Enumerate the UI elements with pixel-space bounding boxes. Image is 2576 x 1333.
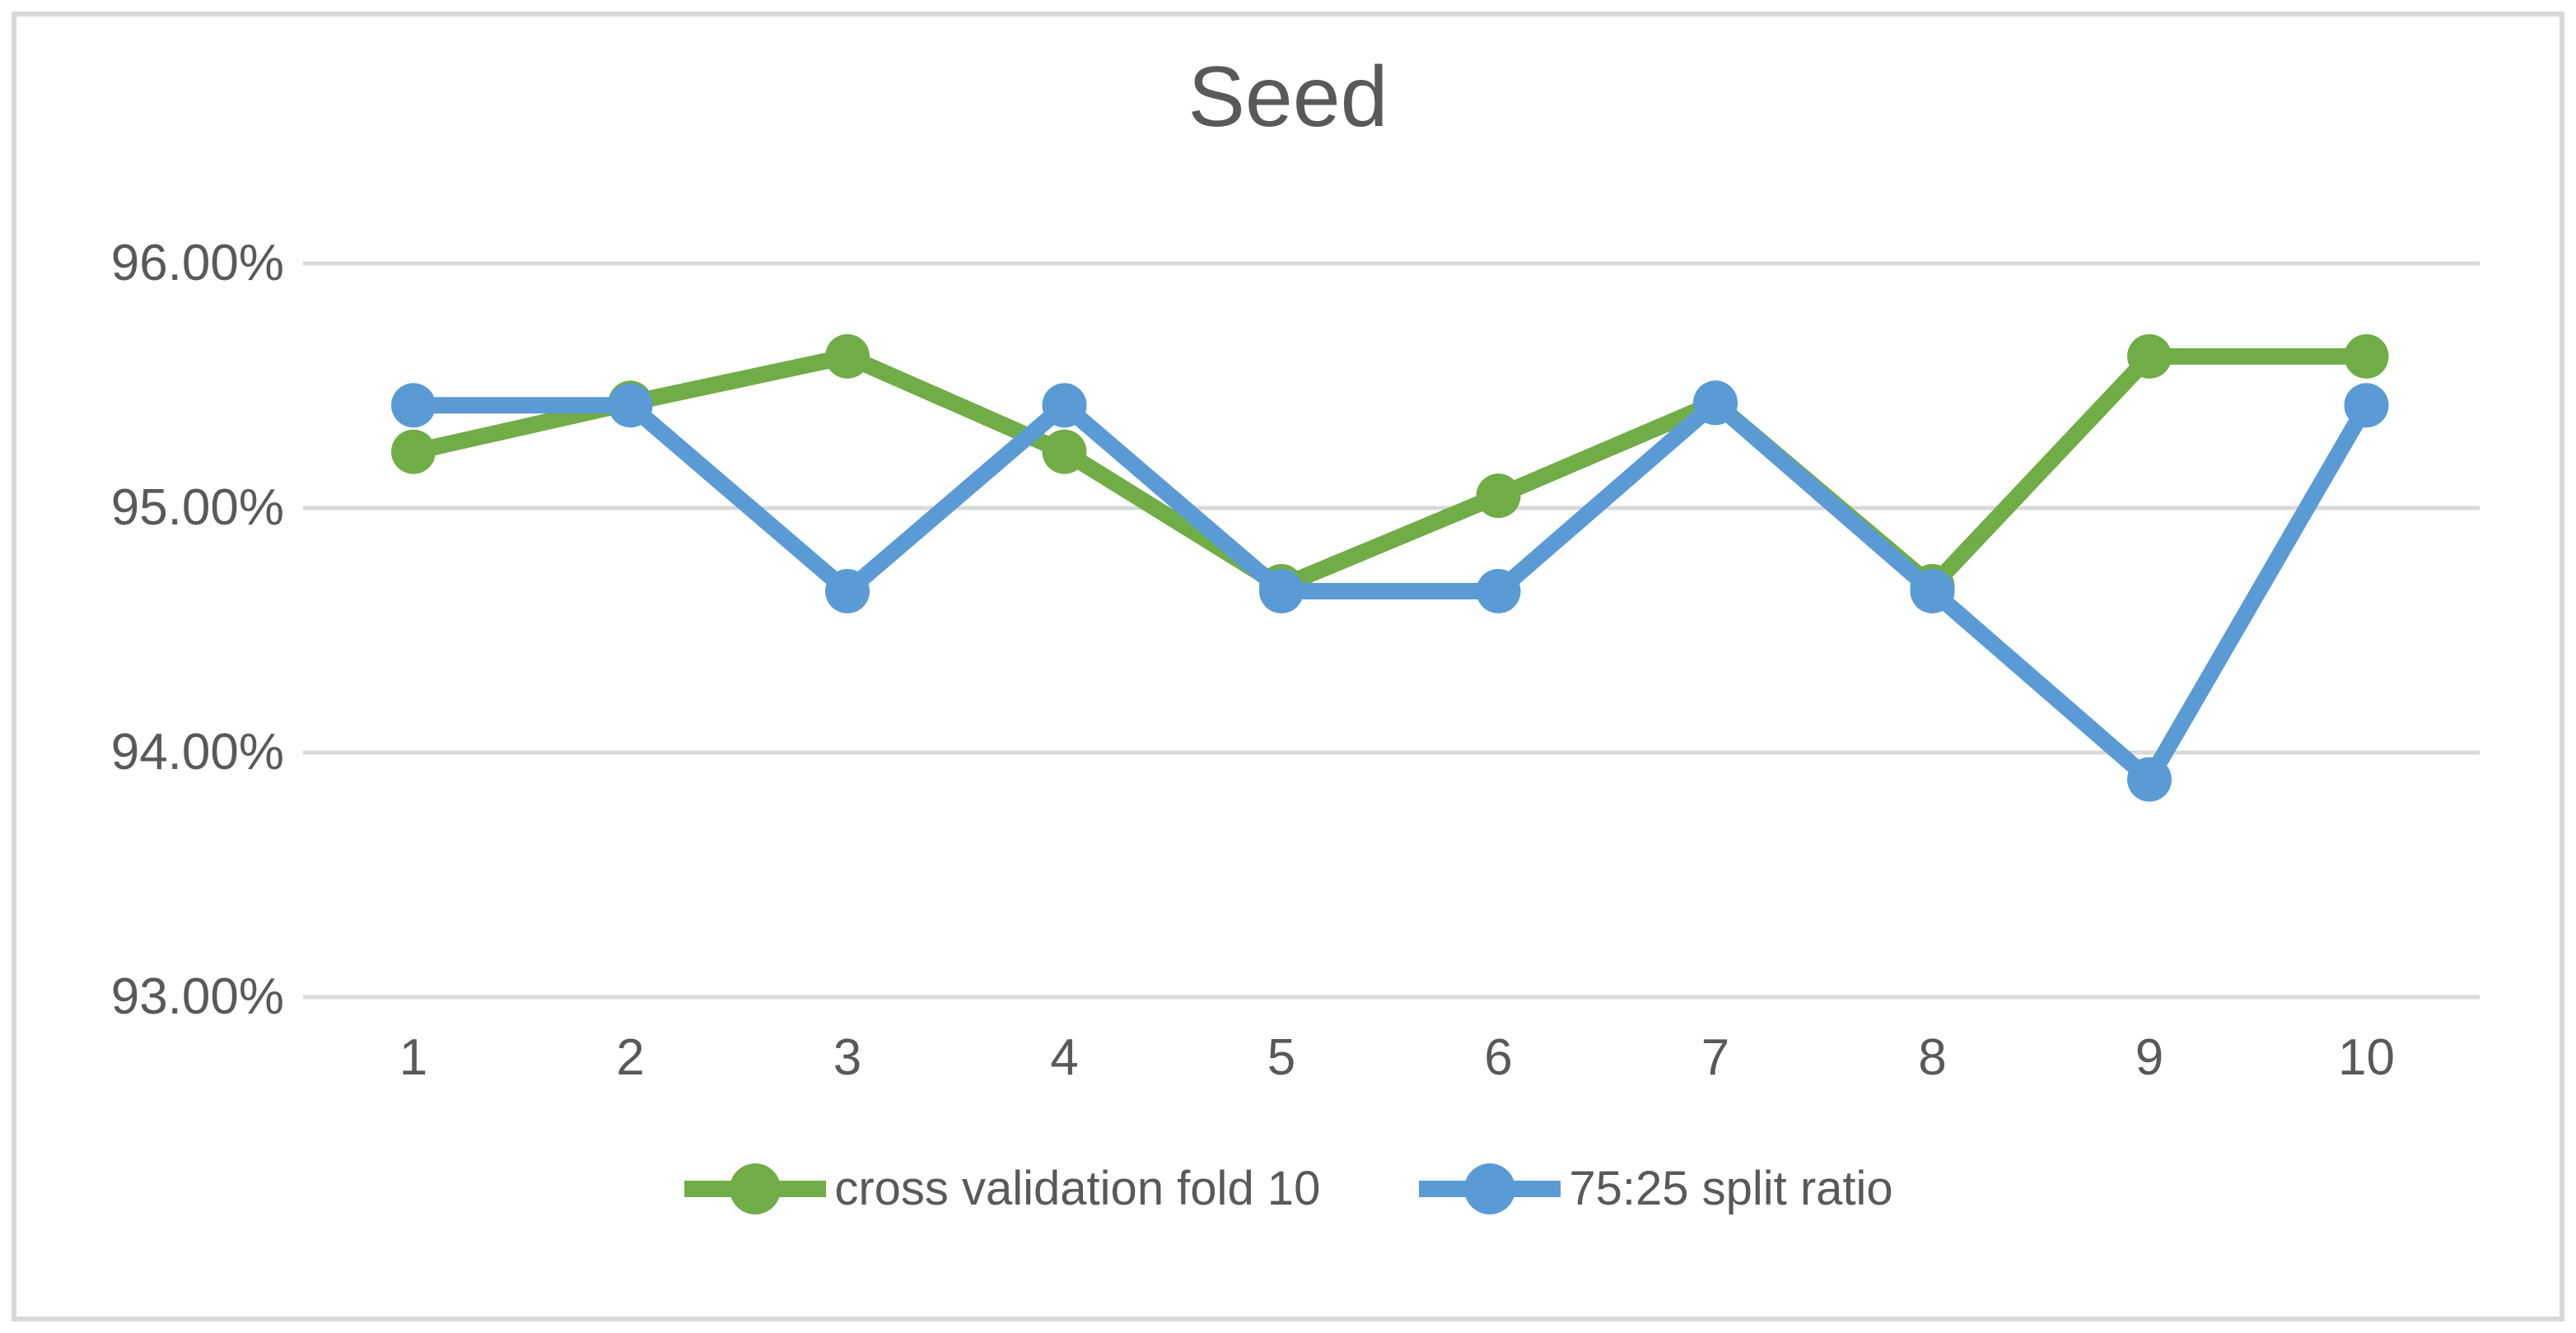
x-axis-tick-label: 9	[2135, 1029, 2164, 1086]
data-point-marker	[391, 383, 436, 428]
x-axis-tick-label: 8	[1918, 1029, 1947, 1086]
data-point-marker	[608, 383, 653, 428]
data-point-marker	[1693, 380, 1738, 426]
series-line	[405, 347, 2375, 595]
data-point-marker	[1476, 568, 1521, 613]
data-point-marker	[391, 429, 436, 474]
y-axis-tick-label: 96.00%	[110, 235, 284, 291]
data-point-marker	[1042, 429, 1087, 474]
legend-item-label: cross validation fold 10	[834, 1162, 1321, 1215]
y-axis-tick-label: 94.00%	[110, 724, 284, 781]
y-axis-tick-label: 95.00%	[110, 479, 284, 536]
chart-title: Seed	[1188, 49, 1388, 145]
x-axis-tick-label: 10	[2338, 1029, 2395, 1086]
legend-marker-icon	[1419, 1163, 1561, 1214]
data-point-marker	[825, 333, 870, 379]
x-axis-tick-label: 6	[1484, 1029, 1513, 1086]
x-axis-tick-label: 1	[399, 1029, 428, 1086]
legend-marker-icon	[684, 1163, 827, 1214]
data-point-marker	[2344, 383, 2389, 428]
data-point-marker	[2127, 757, 2172, 802]
data-point-marker	[1259, 568, 1304, 613]
data-point-marker	[1476, 473, 1521, 519]
data-point-marker	[2344, 333, 2389, 379]
x-axis-tick-label: 7	[1701, 1029, 1730, 1086]
x-axis-tick-label: 4	[1050, 1029, 1079, 1086]
data-point-marker	[825, 568, 870, 613]
x-axis-tick-label: 5	[1267, 1029, 1296, 1086]
x-axis-tick-label: 2	[616, 1029, 645, 1086]
legend: cross validation fold 10 75:25 split rati…	[0, 1159, 2576, 1219]
series-line	[405, 394, 2375, 788]
data-point-marker	[2127, 333, 2172, 379]
legend-item: 75:25 split ratio	[1417, 1159, 1893, 1219]
data-point-marker	[1910, 568, 1955, 613]
y-axis-tick-label: 93.00%	[110, 968, 284, 1025]
legend-item: cross validation fold 10	[683, 1159, 1320, 1219]
data-point-marker	[1042, 383, 1087, 428]
legend-item-label: 75:25 split ratio	[1569, 1162, 1893, 1215]
x-axis-tick-label: 3	[833, 1029, 862, 1086]
